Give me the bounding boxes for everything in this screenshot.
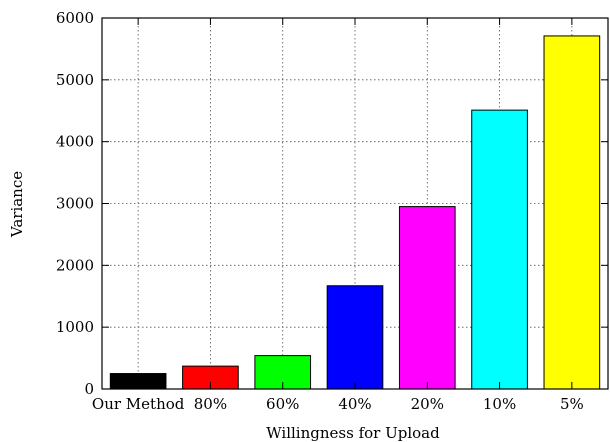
x-axis-title: Willingness for Upload [266, 424, 440, 442]
y-tick-label: 4000 [56, 133, 94, 151]
x-tick-label: 40% [338, 395, 371, 413]
bar [471, 109, 528, 390]
x-tick-label: 80% [194, 395, 227, 413]
x-tick-label: 10% [483, 395, 516, 413]
x-tick-label: 5% [560, 395, 584, 413]
bar [326, 285, 384, 390]
y-tick-label: 5000 [56, 71, 94, 89]
grid-lines [102, 18, 608, 389]
bar [543, 35, 601, 390]
bar [398, 206, 456, 390]
x-tick-label: 20% [411, 395, 444, 413]
x-tick-label: 60% [266, 395, 299, 413]
y-axis-title: Variance [8, 171, 26, 238]
x-axis: Our Method 80% 60% 40% 20% 10% 5% [92, 18, 584, 413]
y-tick-label: 3000 [56, 195, 94, 213]
x-tick-label: Our Method [92, 395, 185, 413]
y-tick-label: 6000 [56, 9, 94, 27]
y-axis: 0 1000 2000 3000 4000 5000 6000 [56, 9, 608, 398]
y-tick-label: 2000 [56, 256, 94, 274]
y-tick-label: 0 [84, 380, 94, 398]
y-tick-label: 1000 [56, 318, 94, 336]
bars [109, 35, 601, 390]
